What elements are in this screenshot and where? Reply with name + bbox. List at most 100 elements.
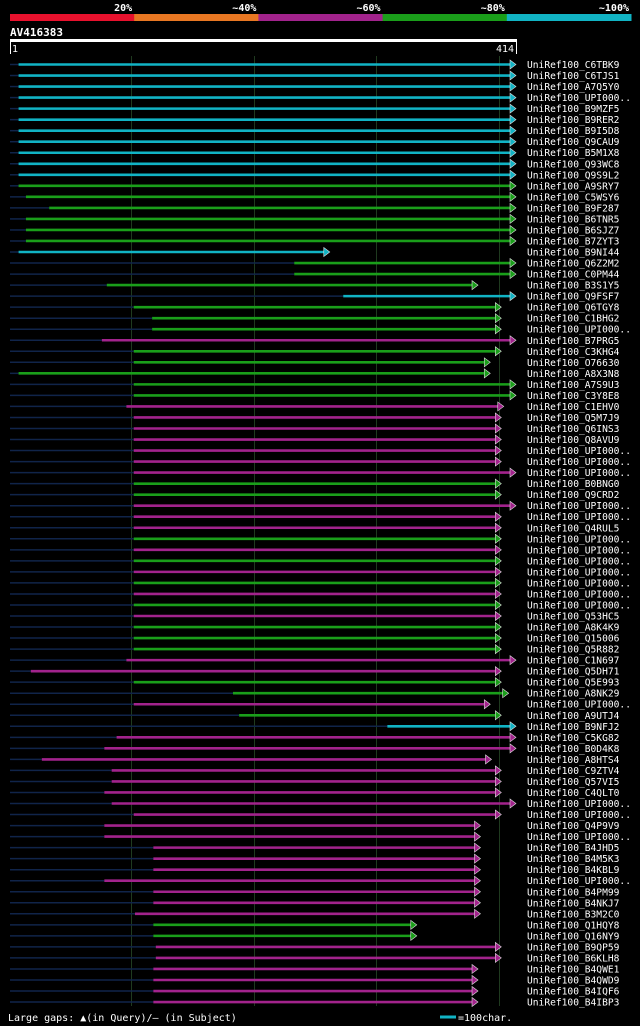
hit-label[interactable]: UniRef100_B9QP59 [527,942,620,953]
hit-label[interactable]: UniRef100_UPI000.. [527,567,631,578]
hit-label[interactable]: UniRef100_Q6TGY8 [527,303,620,314]
hit-label[interactable]: UniRef100_UPI000.. [527,700,631,711]
hit-arrow [494,489,502,500]
hit-label[interactable]: UniRef100_Q5M7J9 [527,413,620,424]
hit-label[interactable]: UniRef100_B7ZYT3 [527,236,620,247]
hit-arrow [509,81,517,92]
hit-label[interactable]: UniRef100_Q4RUL5 [527,523,619,534]
hit-label[interactable]: UniRef100_UPI000.. [527,600,631,611]
hit-label[interactable]: UniRef100_C1N697 [527,656,620,667]
hit-label[interactable]: UniRef100_UPI000.. [527,457,631,468]
hit-label[interactable]: UniRef100_C5WSY6 [527,192,620,203]
hit-label[interactable]: UniRef100_A9UTJ4 [527,711,620,722]
hit-label[interactable]: UniRef100_UPI000.. [527,325,631,336]
hit-arrow [474,853,481,864]
hit-label[interactable]: UniRef100_UPI000.. [527,556,631,567]
hit-label[interactable]: UniRef100_A7Q5Y0 [527,82,620,93]
hit-label[interactable]: UniRef100_Q16NY9 [527,931,620,942]
hit-label[interactable]: UniRef100_B4QWD9 [527,975,620,986]
hit-label[interactable]: UniRef100_B6KLH8 [527,953,620,964]
hit-label[interactable]: UniRef100_Q9S9L2 [527,170,619,181]
hit-label[interactable]: UniRef100_UPI000.. [527,589,631,600]
hit-label[interactable]: UniRef100_UPI000.. [527,545,631,556]
hit-label[interactable]: UniRef100_UPI000.. [527,534,631,545]
gridlines [131,56,500,1006]
hit-label[interactable]: UniRef100_C1BHG2 [527,314,619,325]
hit-label[interactable]: UniRef100_Q53HC5 [527,612,619,623]
hit-label[interactable]: UniRef100_B4IQF6 [527,987,620,998]
hit-label[interactable]: UniRef100_UPI000.. [527,832,631,843]
hit-row: UniRef100_Q4P9V9 [10,820,620,832]
hit-label[interactable]: UniRef100_UPI000.. [527,799,631,810]
hit-label[interactable]: UniRef100_B0BNG0 [527,479,620,490]
hit-label[interactable]: UniRef100_UPI000.. [527,446,631,457]
hit-label[interactable]: UniRef100_Q5R882 [527,645,619,656]
hit-label[interactable]: UniRef100_Q6Z2M2 [527,259,619,270]
hit-label[interactable]: UniRef100_A7S9U3 [527,380,620,391]
hit-label[interactable]: UniRef100_Q4P9V9 [527,821,620,832]
hit-label[interactable]: UniRef100_C3KHG4 [527,347,620,358]
hit-label[interactable]: UniRef100_UPI000.. [527,512,631,523]
hit-label[interactable]: UniRef100_B9NFJ2 [527,722,619,733]
hit-label[interactable]: UniRef100_B4QWE1 [527,964,620,975]
hit-label[interactable]: UniRef100_Q9FSF7 [527,292,620,303]
hit-row: UniRef100_Q6INS3 [10,423,620,435]
hit-label[interactable]: UniRef100_C4QLT0 [527,788,620,799]
hit-label[interactable]: UniRef100_B4KBL9 [527,865,620,876]
hit-arrow [474,908,481,919]
hit-label[interactable]: UniRef100_UPI000.. [527,578,631,589]
hit-label[interactable]: UniRef100_B9I5D8 [527,126,620,137]
hit-label[interactable]: UniRef100_B3M2C0 [527,909,620,920]
hit-label[interactable]: UniRef100_B5M1X8 [527,148,620,159]
hit-label[interactable]: UniRef100_Q15006 [527,634,620,645]
hit-label[interactable]: UniRef100_UPI000.. [527,876,631,887]
hit-label[interactable]: UniRef100_B7PRG5 [527,336,619,347]
hit-row: UniRef100_Q5M7J9 [10,412,620,424]
hit-label[interactable]: UniRef100_Q6INS3 [527,424,620,435]
hit-label[interactable]: UniRef100_A8X3N8 [527,369,620,380]
hit-label[interactable]: UniRef100_A8K4K9 [527,623,620,634]
hit-label[interactable]: UniRef100_C6TBK9 [527,60,620,71]
hit-label[interactable]: UniRef100_B3S1Y5 [527,281,619,292]
hit-label[interactable]: UniRef100_B4PM99 [527,887,620,898]
hit-row: UniRef100_B4NKJ7 [10,897,620,909]
hit-row: UniRef100_Q9S9L2 [10,169,619,181]
hit-label[interactable]: UniRef100_UPI000.. [527,93,631,104]
hit-arrow [509,335,517,346]
hit-label[interactable]: UniRef100_Q5DH71 [527,667,620,678]
hit-label[interactable]: UniRef100_C1EHV0 [527,402,620,413]
hit-label[interactable]: UniRef100_B9NI44 [527,248,620,259]
hit-label[interactable]: UniRef100_B6TNR5 [527,214,619,225]
hit-label[interactable]: UniRef100_Q9CAU9 [527,137,620,148]
hit-label[interactable]: UniRef100_C3Y8E8 [527,391,620,402]
hit-label[interactable]: UniRef100_Q8AVU9 [527,435,620,446]
hit-label[interactable]: UniRef100_UPI000.. [527,468,631,479]
hit-label[interactable]: UniRef100_B9MZF5 [527,104,619,115]
hit-label[interactable]: UniRef100_B4NKJ7 [527,898,620,909]
hit-label[interactable]: UniRef100_UPI000.. [527,501,631,512]
hit-label[interactable]: UniRef100_C5KG82 [527,733,619,744]
hit-label[interactable]: UniRef100_C9ZTV4 [527,766,620,777]
hit-label[interactable]: UniRef100_B6SJZ7 [527,225,620,236]
hit-label[interactable]: UniRef100_Q57VI5 [527,777,619,788]
hit-label[interactable]: UniRef100_B4IBP3 [527,998,620,1009]
hit-label[interactable]: UniRef100_B0D4K8 [527,744,620,755]
hit-arrow [494,710,502,721]
hit-label[interactable]: UniRef100_A8HTS4 [527,755,620,766]
hit-label[interactable]: UniRef100_C0PM44 [527,270,620,281]
hit-arrow [483,699,491,710]
hit-label[interactable]: UniRef100_Q5E993 [527,678,620,689]
hit-label[interactable]: UniRef100_O76630 [527,358,620,369]
hit-label[interactable]: UniRef100_B4M5K3 [527,854,620,865]
hit-label[interactable]: UniRef100_B9F287 [527,203,620,214]
hit-label[interactable]: UniRef100_Q9CRD2 [527,490,619,501]
hit-label[interactable]: UniRef100_Q93WC8 [527,159,620,170]
hit-label[interactable]: UniRef100_A8NK29 [527,689,620,700]
hit-row: UniRef100_B4IBP3 [10,996,620,1009]
hit-label[interactable]: UniRef100_UPI000.. [527,810,631,821]
hit-label[interactable]: UniRef100_A9SRY7 [527,181,620,192]
hit-label[interactable]: UniRef100_C6TJS1 [527,71,620,82]
hit-label[interactable]: UniRef100_B4JHD5 [527,843,619,854]
hit-label[interactable]: UniRef100_B9RER2 [527,115,619,126]
hit-label[interactable]: UniRef100_Q1HQY8 [527,920,620,931]
